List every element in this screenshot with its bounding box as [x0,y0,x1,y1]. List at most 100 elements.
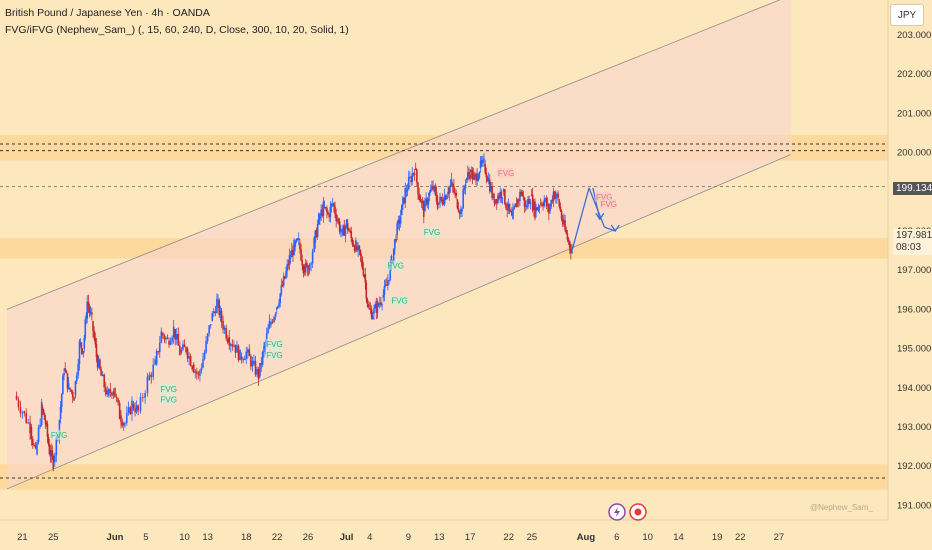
candle-body [360,258,363,260]
y-tick-label: 191.000 [897,500,931,511]
candle-body [342,225,344,235]
candle-body [366,298,369,305]
candle-body [43,413,46,420]
candle-body [144,392,146,398]
arrowhead-main [610,224,620,233]
x-tick-label: 22 [272,532,283,543]
candle-body [208,325,210,334]
candle-body [251,360,254,367]
fvg-bear-label: FVG [596,193,612,202]
candle-body [256,369,258,375]
indicator-legend[interactable]: FVG/iFVG (Nephew_Sam_) (, 15, 60, 240, D… [5,24,349,36]
candle-body [219,310,222,316]
candle-body [489,180,491,192]
candle-body [336,220,339,222]
candle-body [82,351,85,354]
candle-body [218,300,221,316]
candle-body [338,221,341,232]
candle-body [390,256,393,265]
candle-body [248,349,251,357]
x-tick-label: 25 [48,532,59,543]
candle-body [442,199,445,205]
candle-body [440,197,442,200]
candle-body [529,202,532,204]
candle-body [512,208,514,220]
candle-body [553,191,556,199]
candle-body [48,444,51,455]
candle-body [413,173,416,175]
y-tick-label: 196.000 [897,304,931,315]
candle-body [389,264,392,280]
fvg-box [386,260,403,271]
candle-body [392,248,395,262]
candle-body [222,321,224,330]
fvg-bear-box [496,167,513,178]
candle-body [427,198,430,205]
candle-body [271,321,274,323]
candle-body [99,359,101,369]
candle-body [370,309,373,319]
fvg-label: FVG [51,431,67,440]
candle-body [384,284,387,286]
candle-body [326,207,328,213]
candle-body [558,199,561,207]
candle-body [220,310,223,323]
candle-body [131,400,133,415]
candle-body [106,390,109,395]
candle-body [304,262,307,273]
candle-body [253,360,255,365]
fvg-box [159,383,176,394]
candle-body [449,184,452,188]
candle-body [480,160,483,163]
candle-body [197,373,200,375]
candle-body [501,197,504,199]
candle-body [49,450,52,457]
candle-body [564,220,566,230]
fvg-bear-label: FVG [601,200,617,209]
candle-body [273,316,275,323]
candle-body [519,191,521,201]
candle-body [435,192,438,202]
candle-body [404,188,407,204]
candle-body [120,415,122,423]
candle-body [548,204,550,214]
candle-body [543,199,546,206]
candle-body [374,304,376,309]
candle-body [58,419,61,437]
lightning-icon[interactable] [608,503,626,521]
candle-body [66,373,69,389]
candle-body [319,216,321,220]
candle-body [297,238,300,240]
candle-body [134,408,136,413]
candle-body [381,304,383,306]
candle-body [318,213,320,225]
candle-body [55,437,58,456]
candle-body [490,186,492,192]
candle-body [245,351,248,360]
candle-body [542,205,544,207]
currency-button[interactable]: JPY [890,4,924,26]
candle-body [323,207,326,209]
candle-body [179,345,181,356]
record-icon[interactable] [629,503,647,521]
candle-body [67,383,70,389]
candle-body [385,284,388,286]
candle-body [41,407,44,410]
candle-body [382,295,385,298]
candle-body [88,307,91,313]
candle-body [425,198,427,201]
candle-body [175,333,178,340]
candle-body [535,207,537,212]
candle-body [77,364,79,376]
candle-body [129,407,132,415]
candle-body [383,285,386,296]
candle-body [465,178,468,181]
candle-body [217,300,219,302]
candle-body [132,403,135,409]
candle-body [47,436,50,445]
x-tick-label: Jul [340,532,354,543]
candle-body [199,370,201,377]
candle-body [141,397,144,399]
candle-body [81,348,84,354]
